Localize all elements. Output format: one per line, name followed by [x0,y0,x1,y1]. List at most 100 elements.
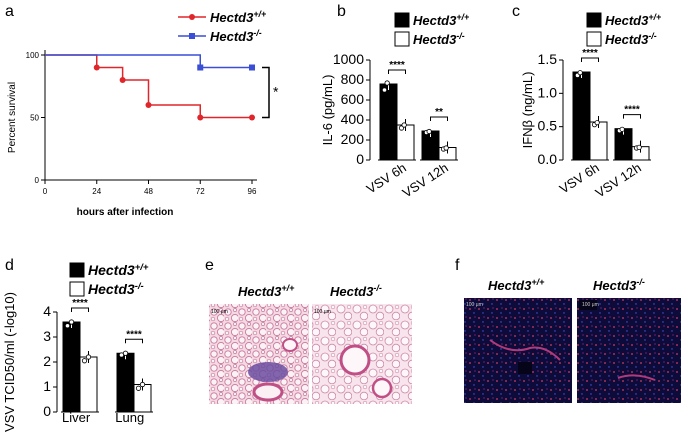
histology-vessel-wt [282,338,298,352]
y-tick-label: 0.0 [538,151,558,167]
tcid50-bar-chart: 0 1 2 3 4 VSV TCID50/ml (-log10) **** Liver ****… [2,262,153,432]
y-tick-label: 0 [356,151,364,167]
panel-label-f: f [455,257,460,274]
significance-bracket [581,57,599,62]
legend-swatch [586,31,602,47]
survival-point [145,102,152,108]
legend-label: Hectd3-/- [210,28,262,44]
panel-label-a: a [5,3,14,20]
survival-chart: 0 24 48 72 96 0 50 100 hours after infection Perc… [7,9,279,218]
data-point [139,381,146,388]
histology-airway-ko-2 [371,377,393,399]
significance-star: * [273,84,279,100]
significance-label: **** [582,48,598,59]
legend-label: Hectd3+/+ [605,12,661,28]
legend-swatch [69,281,85,297]
legend-label: Hectd3-/- [413,31,465,47]
y-tick-label: 1.5 [538,51,558,67]
survival-line-1 [45,54,252,69]
y-tick-label: 2 [43,353,51,369]
data-point [401,122,407,128]
histology-scale-wt: 100 μm [211,309,228,315]
data-point [85,354,92,360]
data-point [594,120,600,126]
x-tick-label: 0 [43,187,48,196]
histology-panel: Hectd3+/+ Hectd3-/- 100 μm 100 μm [209,283,412,404]
data-point [384,80,390,86]
y-tick-label: 0 [43,403,51,419]
y-tick-label: 1000 [333,51,364,67]
x-tick-label: 48 [144,187,153,196]
y-axis-label: Percent survival [7,82,18,153]
data-point [64,323,71,329]
bar [79,356,98,413]
if-dark-region-ko [579,300,597,310]
y-tick-label: 800 [341,71,365,87]
significance-bracket [262,66,270,119]
panel-label-e: e [205,257,214,274]
significance-label: ** [435,107,443,118]
survival-point [197,114,204,121]
histology-infiltrate-wt [248,362,288,382]
legend-label: Hectd3+/+ [88,262,149,278]
panel-label-b: b [337,3,346,20]
if-structure-wt [489,339,561,361]
y-tick-label: 0 [35,176,40,185]
y-axis-label: VSV TCID50/ml (-log10) [2,292,17,432]
survival-point [249,114,255,121]
if-image-ko [577,298,681,403]
significance-bracket [71,307,89,312]
x-tick-label: 24 [92,187,101,196]
data-point [81,358,88,364]
data-point [135,385,142,391]
significance-label: **** [72,298,88,309]
data-point [619,126,625,132]
significance-bracket [623,114,641,119]
legend-marker [189,33,195,39]
if-label-wt: Hectd3+/+ [488,277,545,293]
legend-swatch [586,12,602,28]
histology-label-ko: Hectd3-/- [330,283,382,299]
histology-airway-wt [252,382,284,402]
y-tick-label: 200 [341,131,365,147]
y-tick-label: 100 [26,51,40,60]
y-axis-label: IFNβ (ng/mL) [520,72,535,149]
histology-label-wt: Hectd3+/+ [238,283,295,299]
y-tick-label: 3 [43,328,51,344]
bar [62,321,81,413]
bar [379,83,398,161]
y-tick-label: 1.0 [538,84,558,100]
survival-point [249,64,255,71]
panel-label-c: c [512,3,520,20]
legend-label: Hectd3-/- [88,281,144,297]
significance-bracket [388,69,406,74]
survival-point [119,77,126,83]
significance-label: **** [126,329,142,340]
y-tick-label: 1 [43,378,51,394]
legend-label: Hectd3+/+ [413,12,469,28]
y-tick-label: 400 [341,111,365,127]
data-point [381,87,388,93]
significance-bracket [125,338,143,344]
histology-scale-ko: 100 μm [314,309,331,315]
legend-swatch [394,31,410,47]
if-scale-wt: 100 μm [466,302,483,308]
y-tick-label: 50 [30,114,39,123]
y-tick-label: 4 [43,303,51,319]
bar [572,71,591,161]
survival-point [197,64,204,71]
panel-label-d: d [5,257,14,274]
category-label: Liver [62,410,91,425]
histology-airway-ko-1 [339,344,371,376]
y-tick-label: 0.5 [538,118,558,134]
data-point [68,319,75,325]
category-label: VSV 12h [593,160,644,201]
legend-marker [189,14,195,20]
data-point [122,350,129,356]
immunofluorescence-panel: Hectd3+/+ Hectd3-/- 100 μm 100 μm [464,277,681,403]
data-point [636,144,642,150]
x-tick-label: 96 [248,187,257,196]
